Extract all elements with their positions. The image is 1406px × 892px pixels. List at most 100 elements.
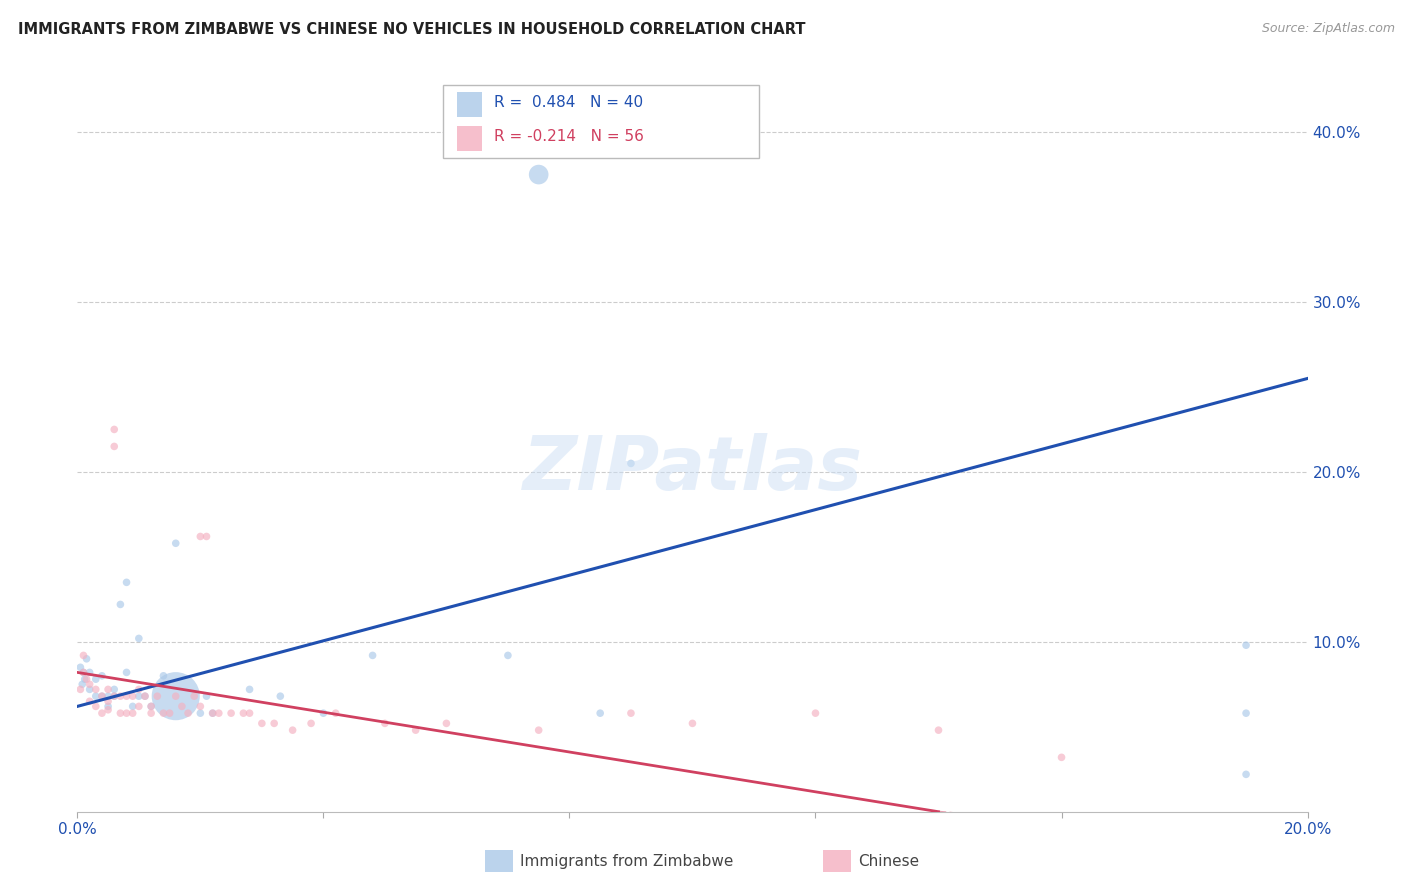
- Point: [72, 648, 94, 663]
- Point: [115, 689, 138, 703]
- Point: [128, 699, 150, 714]
- Point: [69, 682, 91, 697]
- Point: [79, 694, 101, 708]
- Point: [239, 706, 262, 721]
- Point: [141, 706, 163, 721]
- Point: [589, 706, 612, 721]
- Point: [128, 632, 150, 646]
- Point: [165, 689, 187, 703]
- Point: [69, 660, 91, 674]
- Point: [97, 694, 120, 708]
- Point: [97, 689, 120, 703]
- Text: R =  0.484   N = 40: R = 0.484 N = 40: [494, 95, 643, 110]
- Point: [250, 716, 273, 731]
- Point: [84, 682, 107, 697]
- Point: [97, 699, 120, 714]
- Point: [281, 723, 304, 738]
- Text: ZIPatlas: ZIPatlas: [523, 433, 862, 506]
- Text: Chinese: Chinese: [858, 854, 918, 869]
- Point: [195, 529, 218, 543]
- Point: [97, 703, 120, 717]
- Point: [79, 665, 101, 680]
- Point: [141, 699, 163, 714]
- Point: [84, 699, 107, 714]
- Point: [183, 689, 205, 703]
- Point: [269, 689, 291, 703]
- Point: [110, 598, 132, 612]
- Text: Immigrants from Zimbabwe: Immigrants from Zimbabwe: [520, 854, 734, 869]
- Point: [90, 669, 114, 683]
- Point: [70, 677, 93, 691]
- Point: [121, 706, 143, 721]
- Point: [79, 682, 101, 697]
- Point: [405, 723, 427, 738]
- Point: [312, 706, 335, 721]
- Text: R = -0.214   N = 56: R = -0.214 N = 56: [494, 129, 644, 144]
- Point: [361, 648, 384, 663]
- Point: [620, 457, 643, 471]
- Point: [374, 716, 396, 731]
- Point: [103, 689, 125, 703]
- Point: [208, 706, 231, 721]
- Point: [239, 682, 262, 697]
- Point: [928, 723, 950, 738]
- Point: [201, 706, 224, 721]
- Point: [1234, 767, 1257, 781]
- Point: [73, 672, 96, 686]
- Point: [103, 439, 125, 453]
- Point: [103, 682, 125, 697]
- Point: [1234, 638, 1257, 652]
- Point: [527, 168, 550, 182]
- Point: [188, 699, 212, 714]
- Point: [219, 706, 242, 721]
- Point: [146, 689, 169, 703]
- Point: [325, 706, 347, 721]
- Point: [299, 716, 322, 731]
- Point: [165, 536, 187, 550]
- Point: [682, 716, 704, 731]
- Point: [152, 706, 174, 721]
- Text: Source: ZipAtlas.com: Source: ZipAtlas.com: [1261, 22, 1395, 36]
- Point: [110, 689, 132, 703]
- Point: [263, 716, 285, 731]
- Point: [97, 682, 120, 697]
- Point: [76, 672, 98, 686]
- Point: [141, 699, 163, 714]
- Point: [128, 682, 150, 697]
- Point: [76, 652, 98, 666]
- Point: [159, 706, 181, 721]
- Point: [84, 672, 107, 686]
- Point: [115, 665, 138, 680]
- Point: [152, 669, 174, 683]
- Point: [103, 689, 125, 703]
- Point: [1234, 706, 1257, 721]
- Point: [121, 689, 143, 703]
- Point: [103, 422, 125, 436]
- Point: [128, 689, 150, 703]
- Point: [195, 689, 218, 703]
- Point: [188, 706, 212, 721]
- Point: [436, 716, 458, 731]
- Point: [170, 699, 193, 714]
- Point: [165, 689, 187, 703]
- Point: [527, 723, 550, 738]
- Point: [121, 699, 143, 714]
- Point: [201, 706, 224, 721]
- Point: [620, 706, 643, 721]
- Point: [90, 689, 114, 703]
- Point: [804, 706, 827, 721]
- Point: [188, 529, 212, 543]
- Point: [134, 689, 156, 703]
- Point: [90, 706, 114, 721]
- Point: [496, 648, 519, 663]
- Point: [72, 665, 94, 680]
- Point: [72, 665, 94, 680]
- Point: [1050, 750, 1073, 764]
- Point: [115, 575, 138, 590]
- Point: [177, 706, 200, 721]
- Text: IMMIGRANTS FROM ZIMBABWE VS CHINESE NO VEHICLES IN HOUSEHOLD CORRELATION CHART: IMMIGRANTS FROM ZIMBABWE VS CHINESE NO V…: [18, 22, 806, 37]
- Point: [90, 689, 114, 703]
- Point: [84, 689, 107, 703]
- Point: [115, 706, 138, 721]
- Point: [134, 689, 156, 703]
